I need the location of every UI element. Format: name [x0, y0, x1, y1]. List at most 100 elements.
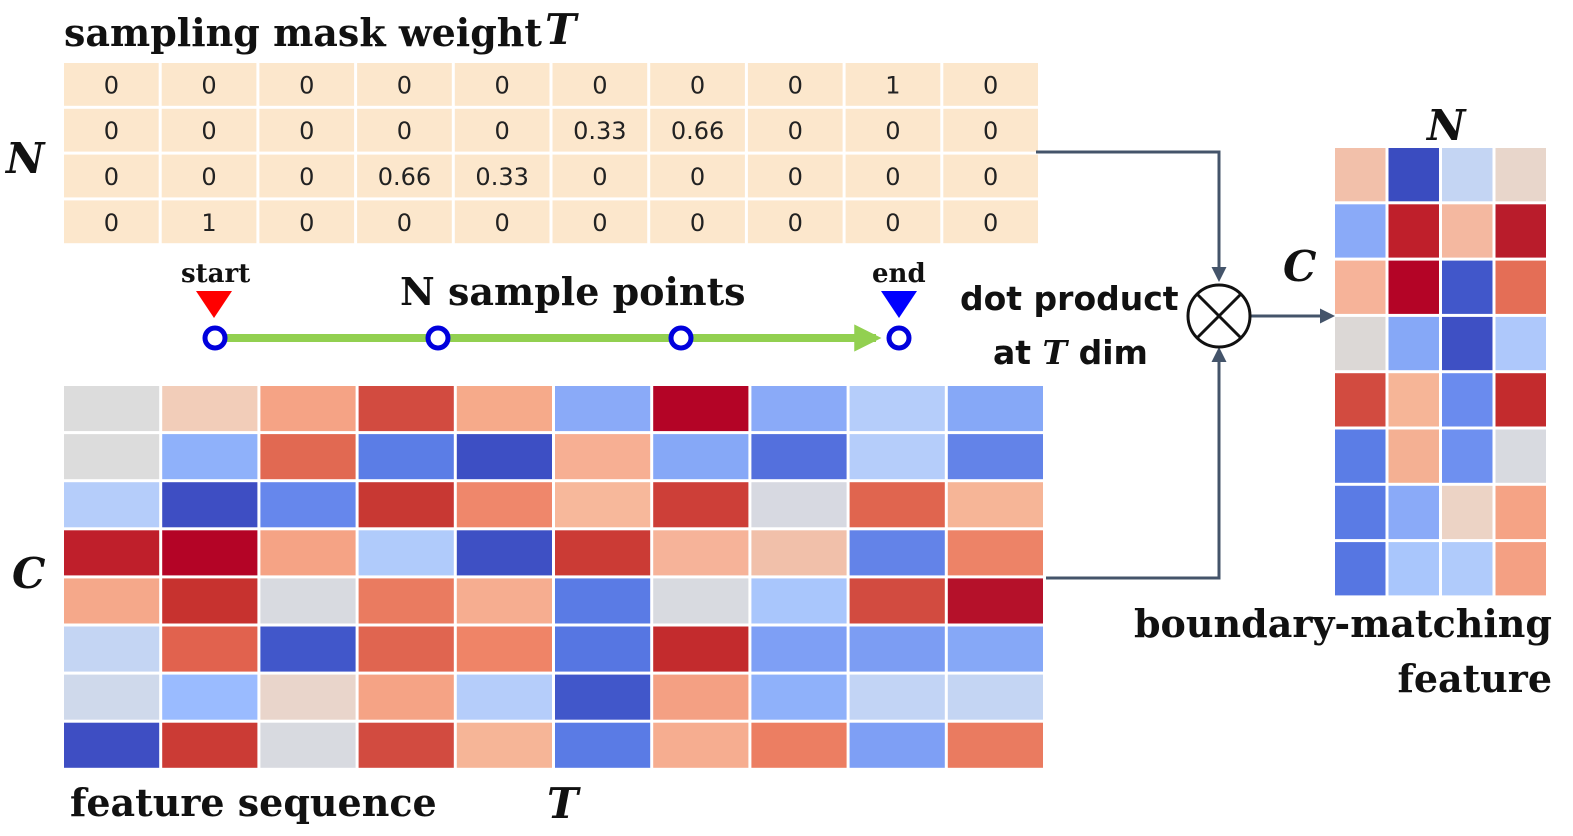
feature-cell: [849, 722, 945, 768]
feature-cell: [260, 626, 356, 672]
mask-cell: [943, 200, 1038, 244]
feature-cell: [849, 674, 945, 720]
output-cell: [1442, 316, 1493, 371]
mask-cell: [259, 108, 355, 152]
feature-cell: [64, 482, 160, 528]
output-cell: [1495, 316, 1546, 371]
feature-cell: [751, 434, 847, 480]
mask-cell-value: 0: [983, 209, 998, 237]
feature-cell: [456, 626, 552, 672]
mask-cell: [650, 154, 745, 198]
feature-cell: [947, 434, 1043, 480]
feature-cell: [358, 722, 454, 768]
end-label: end: [872, 259, 926, 289]
mask-cell: [943, 154, 1038, 198]
feature-cell: [555, 674, 651, 720]
mask-to-operator-connector: [1036, 150, 1227, 282]
mask-cell-value: 0: [983, 117, 998, 145]
feature-cell: [751, 722, 847, 768]
output-cell: [1495, 373, 1546, 427]
mask-cell-value: 0: [201, 71, 216, 99]
dot-product-line1: dot product: [960, 279, 1179, 318]
feature-cell: [162, 626, 258, 672]
feature-cell: [358, 626, 454, 672]
feature-cell: [162, 482, 258, 528]
feature-cell: [653, 578, 749, 624]
feature-cell: [947, 626, 1043, 672]
feature-cell: [555, 434, 651, 480]
feature-cell: [358, 674, 454, 720]
feature-cell: [555, 482, 651, 528]
mask-cell-value: 1: [201, 209, 216, 237]
mask-cell: [552, 154, 648, 198]
feature-cell: [456, 482, 552, 528]
mask-cell-value: 0: [885, 163, 900, 191]
feature-cell: [849, 386, 945, 432]
feature-cell: [751, 578, 847, 624]
feature-cell: [947, 482, 1043, 528]
feature-cell: [849, 482, 945, 528]
mask-cell: [454, 63, 550, 106]
mask-cell-value: 0: [788, 163, 803, 191]
feature-cell: [849, 434, 945, 480]
mask-cell-value: 0: [690, 163, 705, 191]
mask-cell: [454, 108, 550, 152]
feature-cell: [64, 578, 160, 624]
mask-cell: [747, 200, 843, 244]
feature-cell: [162, 434, 258, 480]
start-label: start: [181, 259, 250, 289]
feature-cell: [358, 386, 454, 432]
mask-cell-value: 0: [690, 209, 705, 237]
mask-cell-value: 0: [299, 163, 314, 191]
feature-cell: [653, 482, 749, 528]
sample-points-label: N sample points: [400, 269, 746, 314]
mask-cell-value: 0: [788, 209, 803, 237]
mask-cell-value: 0: [299, 117, 314, 145]
feature-cell: [751, 626, 847, 672]
output-cell: [1335, 485, 1386, 540]
mask-cell-value: 1: [885, 71, 900, 99]
mask-cell-value: 0: [201, 117, 216, 145]
mask-cell-value: 0.66: [671, 117, 724, 145]
feature-cell: [64, 386, 160, 432]
mask-cell-value: 0: [104, 209, 119, 237]
mask-cell: [650, 63, 745, 106]
mask-cell: [259, 63, 355, 106]
feature-cell: [555, 722, 651, 768]
feature-cell: [849, 530, 945, 576]
mask-cell: [552, 63, 648, 106]
mask-cell-value: 0: [104, 117, 119, 145]
feature-cell: [653, 674, 749, 720]
feature-cell: [653, 386, 749, 432]
mask-t-label: T: [545, 5, 579, 54]
sample-point: [425, 325, 451, 351]
mask-cell-value: 0: [885, 209, 900, 237]
feature-cell: [751, 530, 847, 576]
feature-cell: [358, 482, 454, 528]
feature-cell: [162, 578, 258, 624]
mask-cell: [845, 63, 941, 106]
mask-cell-value: 0: [495, 209, 510, 237]
mask-cell: [161, 108, 257, 152]
mask-cell-value: 0: [104, 163, 119, 191]
mask-cell-value: 0: [690, 71, 705, 99]
mask-cell-value: 0: [592, 209, 607, 237]
mask-cell: [454, 200, 550, 244]
output-cell: [1388, 204, 1439, 258]
output-label-line2: feature: [1397, 656, 1552, 701]
mask-cell-value: 0.66: [378, 163, 431, 191]
output-cell: [1495, 148, 1546, 202]
mask-cell: [552, 108, 648, 152]
feature-cell: [947, 722, 1043, 768]
feature-cell: [653, 530, 749, 576]
tensor-product-icon: [1186, 283, 1252, 349]
output-c-label: C: [1283, 242, 1317, 291]
feature-cell: [358, 434, 454, 480]
feature-cell: [456, 674, 552, 720]
output-n-label: N: [1425, 101, 1467, 150]
mask-cell: [161, 154, 257, 198]
feature-cell: [751, 386, 847, 432]
output-cell: [1495, 542, 1546, 596]
mask-cell-value: 0: [885, 117, 900, 145]
